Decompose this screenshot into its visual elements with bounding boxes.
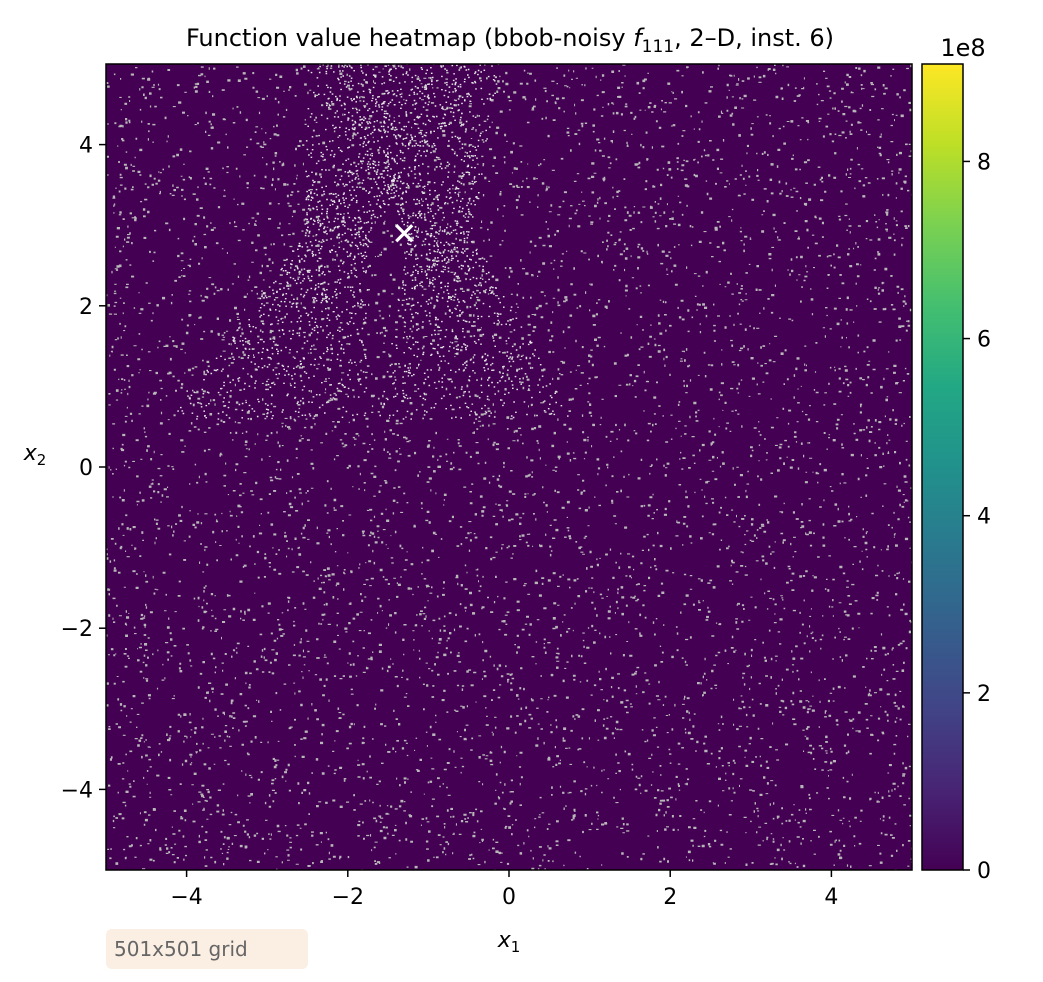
colorbar-tick-label: 6 — [977, 328, 991, 353]
colorbar-tick-label: 2 — [977, 682, 991, 707]
grid-size-badge: 501x501 grid — [106, 929, 308, 969]
colorbar-tick-label: 0 — [977, 859, 991, 884]
x-axis-label: x1 — [497, 928, 521, 956]
x-tick-label: −2 — [332, 885, 364, 910]
colorbar — [921, 63, 964, 871]
x-axis: −4 −2 0 2 4 — [170, 870, 838, 910]
colorbar-tick-label: 4 — [977, 505, 991, 530]
y-tick-label: 4 — [79, 134, 93, 159]
x-tick-label: −4 — [170, 885, 202, 910]
y-axis-label: x2 — [23, 441, 47, 469]
x-tick-label: 2 — [663, 885, 677, 910]
y-tick-label: 0 — [79, 456, 93, 481]
y-tick-label: 2 — [79, 295, 93, 320]
y-axis: −4 −2 0 2 4 — [61, 134, 106, 803]
y-tick-label: −2 — [61, 617, 93, 642]
optimum-marker — [395, 224, 414, 243]
heatmap-background — [106, 64, 912, 870]
chart-title: Function value heatmap (bbob-noisy f111,… — [186, 24, 834, 57]
y-tick-label: −4 — [61, 778, 93, 803]
colorbar-exponent: 1e8 — [940, 34, 985, 62]
colorbar-axis: 0 2 4 6 8 — [963, 150, 991, 884]
colorbar-tick-label: 8 — [977, 150, 991, 175]
optimum-x-mark — [395, 224, 414, 243]
x-tick-label: 0 — [502, 885, 516, 910]
x-tick-label: 4 — [824, 885, 838, 910]
